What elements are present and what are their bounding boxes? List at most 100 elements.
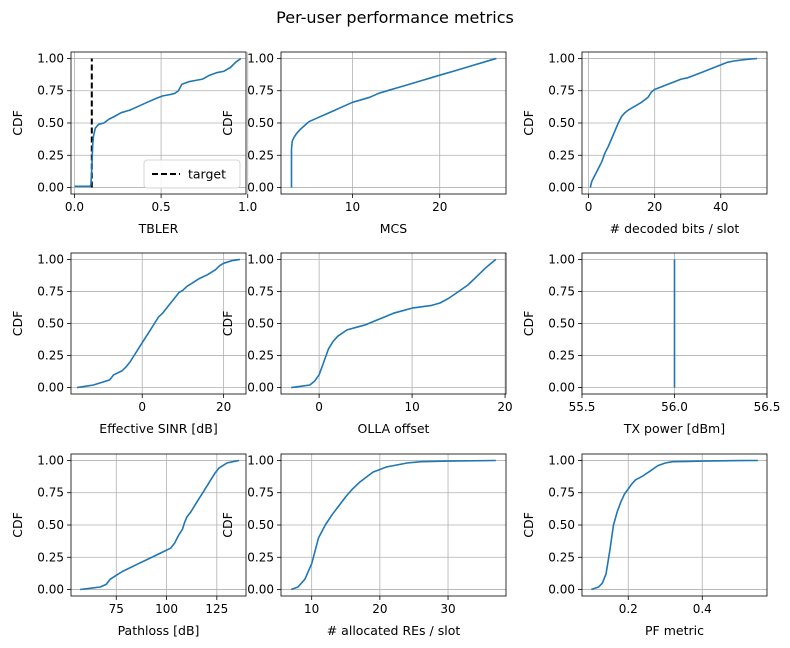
x-tick-label: 75 (109, 602, 124, 616)
y-tick-label: 0.50 (247, 116, 274, 130)
y-tick-label: 0.25 (548, 349, 575, 363)
y-tick-label: 0.75 (37, 84, 64, 98)
x-tick-label: 0.0 (65, 200, 84, 214)
y-tick-label: 0.00 (548, 181, 575, 195)
x-tick-label: 55.5 (569, 400, 596, 414)
cdf-series-line (80, 459, 240, 591)
y-axis-label: CDF (10, 110, 25, 136)
x-tick-label: 1.0 (238, 200, 257, 214)
x-axis-label: # decoded bits / slot (610, 221, 740, 236)
x-axis-label: TX power [dBm] (623, 421, 725, 436)
y-axis-label: CDF (521, 110, 536, 136)
y-axis-label: CDF (10, 311, 25, 337)
x-axis-label: Effective SINR [dB] (99, 421, 217, 436)
y-tick-label: 1.00 (37, 453, 64, 467)
y-tick-label: 0.50 (37, 317, 64, 331)
x-tick-label: 10 (345, 200, 360, 214)
y-tick-label: 0.75 (37, 486, 64, 500)
y-tick-label: 0.50 (37, 518, 64, 532)
x-tick-label: 0.4 (693, 602, 712, 616)
x-tick-label: 20 (647, 200, 662, 214)
y-tick-label: 1.00 (37, 51, 64, 65)
y-tick-label: 0.75 (548, 284, 575, 298)
x-tick-label: 125 (205, 602, 228, 616)
chart-panel-1: 0.0 0.5 1.0 0.00 0.25 0.50 0.75 1.00 TBLER CDF tar… (10, 51, 257, 236)
x-tick-label: 0 (315, 400, 323, 414)
y-tick-label: 0.00 (247, 583, 274, 597)
y-tick-label: 0.75 (247, 84, 274, 98)
x-tick-label: 100 (155, 602, 178, 616)
y-tick-label: 0.25 (37, 550, 64, 564)
cdf-series-line (76, 258, 241, 389)
x-tick-label: 20 (497, 400, 512, 414)
y-tick-label: 0.25 (548, 148, 575, 162)
y-tick-label: 0.00 (37, 381, 64, 395)
legend-entry-target: target (188, 167, 226, 182)
x-tick-label: 40 (713, 200, 728, 214)
y-tick-label: 1.00 (548, 453, 575, 467)
legend-box (143, 159, 241, 189)
y-tick-label: 0.75 (247, 486, 274, 500)
y-tick-label: 0.50 (247, 317, 274, 331)
x-tick-label: 0 (585, 200, 593, 214)
y-tick-label: 0.25 (247, 550, 274, 564)
chart-panel-3: 0 20 40 0.00 0.25 0.50 0.75 1.00 # decoded bits … (521, 51, 768, 236)
x-tick-label: 56.5 (754, 400, 781, 414)
y-tick-label: 0.25 (37, 349, 64, 363)
chart-panel-2: 10 20 0.00 0.25 0.50 0.75 1.00 MCS CDF (220, 51, 507, 236)
legend: target (143, 159, 241, 189)
x-axis-label: PF metric (645, 623, 704, 638)
y-tick-label: 1.00 (37, 252, 64, 266)
y-tick-label: 1.00 (247, 51, 274, 65)
x-tick-label: 0 (138, 400, 146, 414)
x-tick-label: 20 (432, 200, 447, 214)
y-tick-label: 0.50 (37, 116, 64, 130)
y-tick-label: 0.50 (247, 518, 274, 532)
chart-panel-8: 10 20 30 0.00 0.25 0.50 0.75 1.00 # allocated RE… (220, 453, 507, 638)
x-tick-label: 10 (304, 602, 319, 616)
cdf-series-line (290, 57, 497, 188)
y-axis-label: CDF (220, 110, 235, 136)
x-tick-label: 30 (440, 602, 455, 616)
y-axis-label: CDF (220, 512, 235, 538)
x-tick-label: 56.0 (661, 400, 688, 414)
y-tick-label: 0.00 (247, 381, 274, 395)
y-tick-label: 0.25 (247, 148, 274, 162)
y-tick-label: 0.25 (548, 550, 575, 564)
chart-panel-9: 0.2 0.4 0.00 0.25 0.50 0.75 1.00 PF metric CDF (521, 453, 768, 638)
chart-panel-4: 0 20 0.00 0.25 0.50 0.75 1.00 Effective SINR [d… (10, 252, 247, 436)
x-tick-label: 0.5 (152, 200, 171, 214)
y-tick-label: 0.75 (548, 486, 575, 500)
y-tick-label: 0.00 (37, 583, 64, 597)
x-axis-label: # allocated REs / slot (327, 623, 461, 638)
y-axis-label: CDF (521, 311, 536, 337)
y-tick-label: 0.75 (247, 284, 274, 298)
y-tick-label: 0.50 (548, 518, 575, 532)
y-axis-label: CDF (10, 512, 25, 538)
y-tick-label: 0.50 (548, 116, 575, 130)
cdf-series-line (291, 258, 497, 389)
y-tick-label: 0.00 (37, 181, 64, 195)
x-tick-label: 10 (404, 400, 419, 414)
y-axis-label: CDF (521, 512, 536, 538)
y-tick-label: 0.25 (37, 148, 64, 162)
x-tick-label: 20 (372, 602, 387, 616)
chart-panel-7: 75 100 125 0.00 0.25 0.50 0.75 1.00 Pathloss [dB… (10, 453, 247, 638)
x-tick-label: 20 (216, 400, 231, 414)
cdf-series-line (74, 57, 242, 188)
cdf-series-line (589, 57, 758, 188)
y-tick-label: 0.75 (548, 84, 575, 98)
chart-panel-5: 0 10 20 0.00 0.25 0.50 0.75 1.00 OLLA offset CDF (220, 252, 513, 436)
y-tick-label: 0.50 (548, 317, 575, 331)
x-tick-label: 0.2 (619, 602, 638, 616)
cdf-series-line (290, 459, 496, 591)
y-axis-label: CDF (220, 311, 235, 337)
x-axis-label: Pathloss [dB] (118, 623, 200, 638)
x-axis-label: MCS (380, 221, 408, 236)
y-tick-label: 1.00 (247, 453, 274, 467)
x-axis-label: OLLA offset (358, 421, 430, 436)
y-tick-label: 1.00 (548, 252, 575, 266)
y-tick-label: 0.75 (37, 284, 64, 298)
y-tick-label: 1.00 (548, 51, 575, 65)
